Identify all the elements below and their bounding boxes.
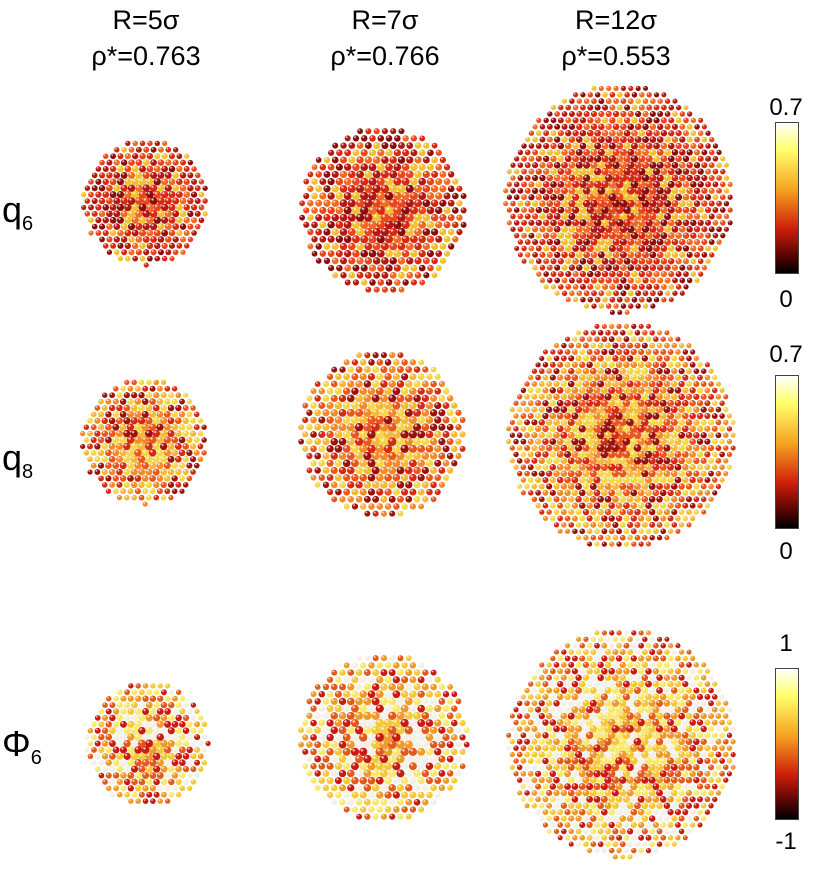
row-label-phi6: Φ6 (2, 723, 42, 770)
density-label: ρ*=0.763 (91, 41, 201, 71)
particle-q6-r5 (80, 136, 211, 269)
row-label-q8: q8 (2, 437, 34, 484)
colorbar-q8-min: 0 (779, 538, 793, 565)
particle-q6-r12 (502, 82, 736, 316)
particle-phi6-r5 (83, 679, 212, 809)
particle-q8-r7 (297, 348, 469, 520)
colorbar-phi6-max: 1 (779, 630, 793, 657)
density-label: ρ*=0.553 (561, 41, 671, 71)
colorbar-phi6 (775, 668, 799, 820)
colorbar-q6 (775, 122, 799, 274)
column-header-r7: R=7σ ρ*=0.766 (285, 2, 485, 74)
particle-phi6-r12 (505, 626, 739, 861)
column-header-r12: R=12σ ρ*=0.553 (516, 2, 716, 74)
column-header-r5: R=5σ ρ*=0.763 (46, 2, 246, 74)
particle-q8-r12 (505, 318, 737, 554)
colorbar-q6-max: 0.7 (769, 94, 803, 121)
radius-label: R=5σ (112, 5, 180, 35)
colorbar-q8 (775, 375, 799, 529)
radius-label: R=12σ (575, 5, 657, 35)
row-label-q6: q6 (2, 189, 34, 236)
radius-label: R=7σ (351, 5, 419, 35)
colorbar-q8-max: 0.7 (769, 341, 803, 368)
density-label: ρ*=0.766 (330, 41, 440, 71)
particle-q8-r5 (79, 375, 210, 508)
colorbar-phi6-min: -1 (775, 828, 797, 855)
colorbar-q6-min: 0 (779, 286, 793, 313)
particle-q6-r7 (298, 124, 470, 296)
particle-phi6-r7 (297, 650, 471, 826)
